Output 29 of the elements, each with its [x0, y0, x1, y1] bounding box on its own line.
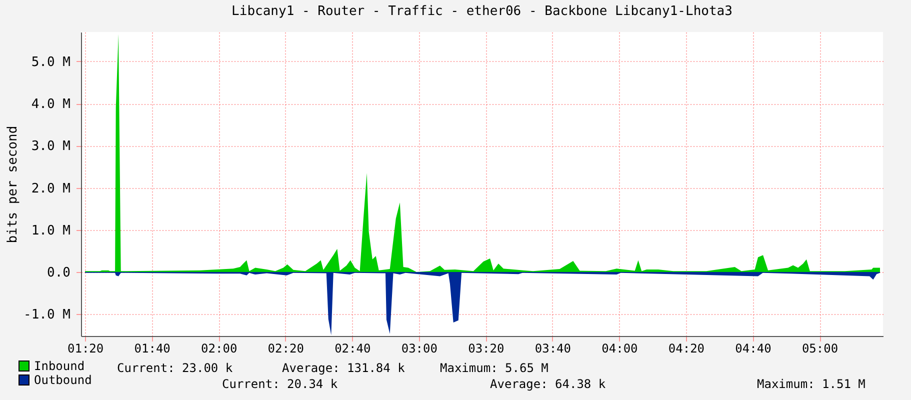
x-tick-label: 01:20	[68, 342, 104, 356]
legend-label: Outbound	[34, 373, 92, 387]
chart-title: Libcany1 - Router - Traffic - ether06 - Backbone Libcany1-Lhota3	[232, 4, 732, 19]
x-tick-label: 02:20	[268, 342, 304, 356]
y-tick-label: -1.0 M	[24, 308, 71, 323]
x-tick-label: 04:00	[602, 342, 638, 356]
x-tick-label: 03:40	[534, 342, 572, 356]
text: Current: 20.34 k	[222, 377, 338, 391]
y-tick-label: 2.0 M	[31, 181, 71, 196]
text: Maximum: 5.65 M	[440, 361, 548, 375]
y-tick-label: 3.0 M	[31, 139, 71, 154]
x-tick-label: 02:00	[201, 342, 238, 356]
text: Maximum: 1.51 M	[757, 377, 866, 391]
x-tick-label: 04:20	[668, 342, 705, 356]
x-tick-label: 02:40	[334, 342, 371, 356]
x-tick-label: 05:00	[802, 342, 838, 356]
text: Average: 131.84 k	[282, 361, 406, 375]
legend-label: Inbound	[34, 359, 85, 373]
y-axis-title: bits per second	[6, 126, 21, 244]
y-tick-label: 5.0 M	[31, 54, 71, 70]
x-tick-label: 03:20	[468, 342, 504, 356]
y-tick-label: 1.0 M	[31, 223, 71, 238]
text: Average: 64.38 k	[490, 377, 606, 391]
x-tick-label: 03:00	[401, 342, 438, 356]
y-tick-label: 4.0 M	[31, 97, 71, 112]
text: Current: 23.00 k	[117, 361, 234, 375]
y-tick-label: 0.0	[47, 266, 70, 280]
x-tick-label: 01:40	[134, 342, 170, 356]
x-tick-label: 04:40	[735, 342, 772, 356]
